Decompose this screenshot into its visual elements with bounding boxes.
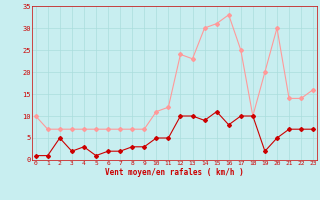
X-axis label: Vent moyen/en rafales ( km/h ): Vent moyen/en rafales ( km/h ) — [105, 168, 244, 177]
